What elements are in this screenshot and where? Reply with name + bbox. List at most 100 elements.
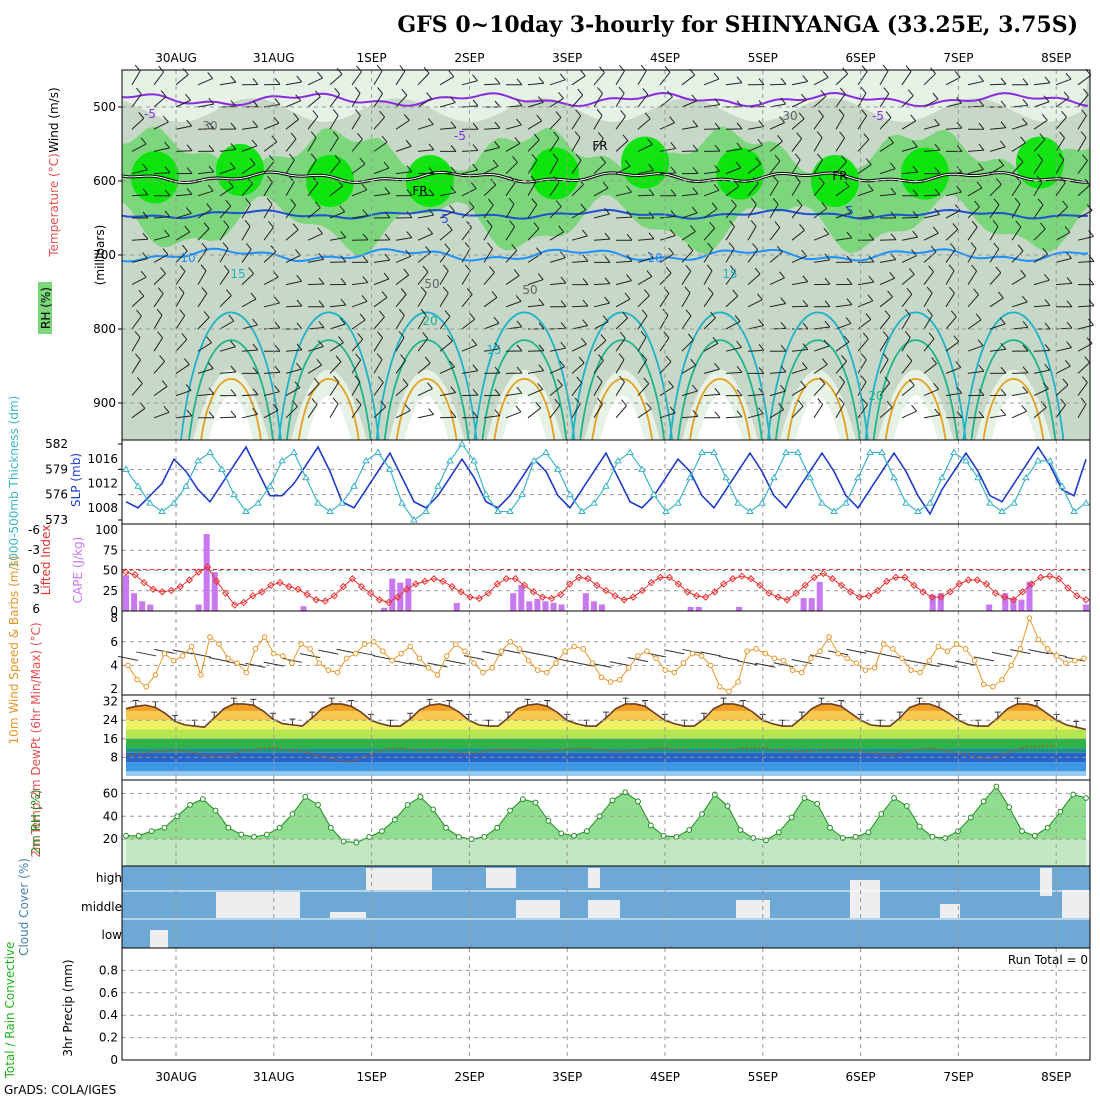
wind-axis-label: Wind (m/s) bbox=[47, 87, 61, 152]
wind-barb bbox=[637, 238, 654, 241]
wind-barb-flag bbox=[736, 389, 743, 396]
wind-barb bbox=[395, 255, 411, 263]
wind-barb-flag bbox=[1062, 200, 1068, 208]
li-point bbox=[638, 586, 646, 595]
wind-barb-flag bbox=[318, 321, 325, 328]
wind-barb-flag bbox=[752, 177, 759, 184]
wind-barb bbox=[351, 92, 361, 108]
wind-barb-flag bbox=[538, 322, 545, 330]
wind-tick: 2 bbox=[110, 682, 118, 696]
rh-point bbox=[763, 837, 769, 844]
wind-speed-point bbox=[553, 660, 559, 666]
wind-barb-flag bbox=[926, 286, 933, 294]
wind-barb bbox=[615, 280, 632, 286]
surface-wind-barb bbox=[117, 655, 139, 661]
wind-barb bbox=[417, 123, 434, 130]
wind-speed-point bbox=[789, 667, 796, 673]
wind-barb bbox=[813, 137, 823, 152]
wind-barb-flag bbox=[1059, 176, 1066, 184]
surface-wind-barb bbox=[955, 660, 976, 666]
wind-barb-flag bbox=[841, 155, 847, 162]
wind-barb-flag bbox=[1064, 226, 1071, 233]
thickness-point bbox=[818, 499, 826, 506]
rh-point bbox=[443, 824, 449, 831]
wind-barb-flag bbox=[1082, 88, 1089, 96]
wind-barb-flag bbox=[208, 144, 215, 152]
wind-barb-flag bbox=[402, 378, 409, 386]
temp-contour-15 bbox=[962, 311, 1065, 441]
wind-barb-flag bbox=[515, 295, 522, 302]
wind-barb bbox=[813, 116, 824, 130]
wind-barb bbox=[923, 271, 935, 285]
wind-barb bbox=[439, 416, 457, 419]
wind-barb bbox=[769, 103, 786, 108]
li-point bbox=[575, 573, 583, 582]
wind-barb-flag bbox=[930, 245, 937, 253]
wind-barb-flag bbox=[509, 176, 516, 183]
rh-dry-core bbox=[306, 395, 351, 440]
rh-base-overlay bbox=[122, 839, 1090, 866]
wind-barb-flag bbox=[490, 178, 497, 186]
wind-barb-flag bbox=[582, 299, 589, 307]
li-point bbox=[466, 593, 474, 601]
wind-barb bbox=[549, 282, 566, 286]
wind-barb-flag bbox=[846, 278, 853, 285]
rh-point bbox=[622, 789, 629, 796]
wind-speed-point bbox=[452, 641, 459, 647]
top-date-4SEP: 4SEP bbox=[650, 51, 680, 65]
li-point bbox=[973, 576, 982, 584]
wind-barb bbox=[1011, 301, 1028, 308]
wind-barb bbox=[307, 346, 324, 352]
wind-barb-flag bbox=[618, 353, 625, 360]
wind-barb-flag bbox=[472, 388, 479, 396]
cape-bar bbox=[203, 534, 210, 611]
temp-contour-15 bbox=[864, 311, 967, 441]
wind-barb bbox=[857, 164, 872, 175]
wind-barb-flag bbox=[406, 165, 413, 173]
wind-speed-point bbox=[680, 660, 687, 666]
wind-barb-flag bbox=[515, 405, 522, 413]
wind-barb-flag bbox=[575, 109, 582, 117]
wind-barb-flag bbox=[933, 383, 940, 390]
wind-barb-flag bbox=[384, 187, 391, 194]
wind-barb bbox=[747, 273, 761, 285]
wind-speed-point bbox=[125, 662, 131, 669]
wind-barb bbox=[483, 322, 500, 330]
wind-barb bbox=[1055, 257, 1072, 263]
wind-barb-flag bbox=[317, 340, 324, 347]
contour-label: 10 bbox=[180, 251, 195, 265]
wind-barb-flag bbox=[362, 233, 369, 241]
wind-barb-flag bbox=[954, 204, 961, 211]
cloud-clear-gap bbox=[588, 900, 620, 918]
wind-barb bbox=[659, 122, 675, 130]
rh-point bbox=[916, 823, 923, 830]
wind-barb-flag bbox=[186, 188, 193, 195]
wind-barb-flag bbox=[670, 142, 677, 149]
wind-speed-point bbox=[1008, 662, 1014, 669]
wind-barb bbox=[747, 249, 758, 263]
wind-barb bbox=[967, 294, 979, 308]
wind-barb bbox=[681, 231, 696, 241]
wind-barb-flag bbox=[1000, 121, 1007, 129]
rh-saturated-cell bbox=[406, 155, 454, 207]
wind-barb bbox=[1077, 184, 1091, 197]
rh-point bbox=[225, 824, 232, 831]
wind-barb bbox=[417, 214, 434, 219]
wind-barb bbox=[241, 145, 258, 152]
thickness-point bbox=[578, 507, 586, 515]
surface-wind-barb bbox=[554, 657, 576, 663]
wind-barb-flag bbox=[186, 409, 193, 417]
rh-point bbox=[1044, 824, 1051, 831]
wind-barb-flag bbox=[862, 332, 869, 340]
li-point bbox=[366, 589, 375, 597]
li-point bbox=[873, 586, 882, 595]
thickness-point bbox=[302, 473, 310, 481]
bottom-date-5SEP: 5SEP bbox=[748, 1070, 778, 1084]
wind-barb-flag bbox=[230, 410, 237, 418]
wind-barb bbox=[615, 140, 629, 152]
wind-barb bbox=[725, 295, 739, 308]
temp-contour-25 bbox=[493, 378, 556, 441]
wind-barb-flag bbox=[491, 291, 498, 298]
wind-barb-flag bbox=[736, 142, 743, 150]
wind-barb-flag bbox=[448, 70, 455, 78]
